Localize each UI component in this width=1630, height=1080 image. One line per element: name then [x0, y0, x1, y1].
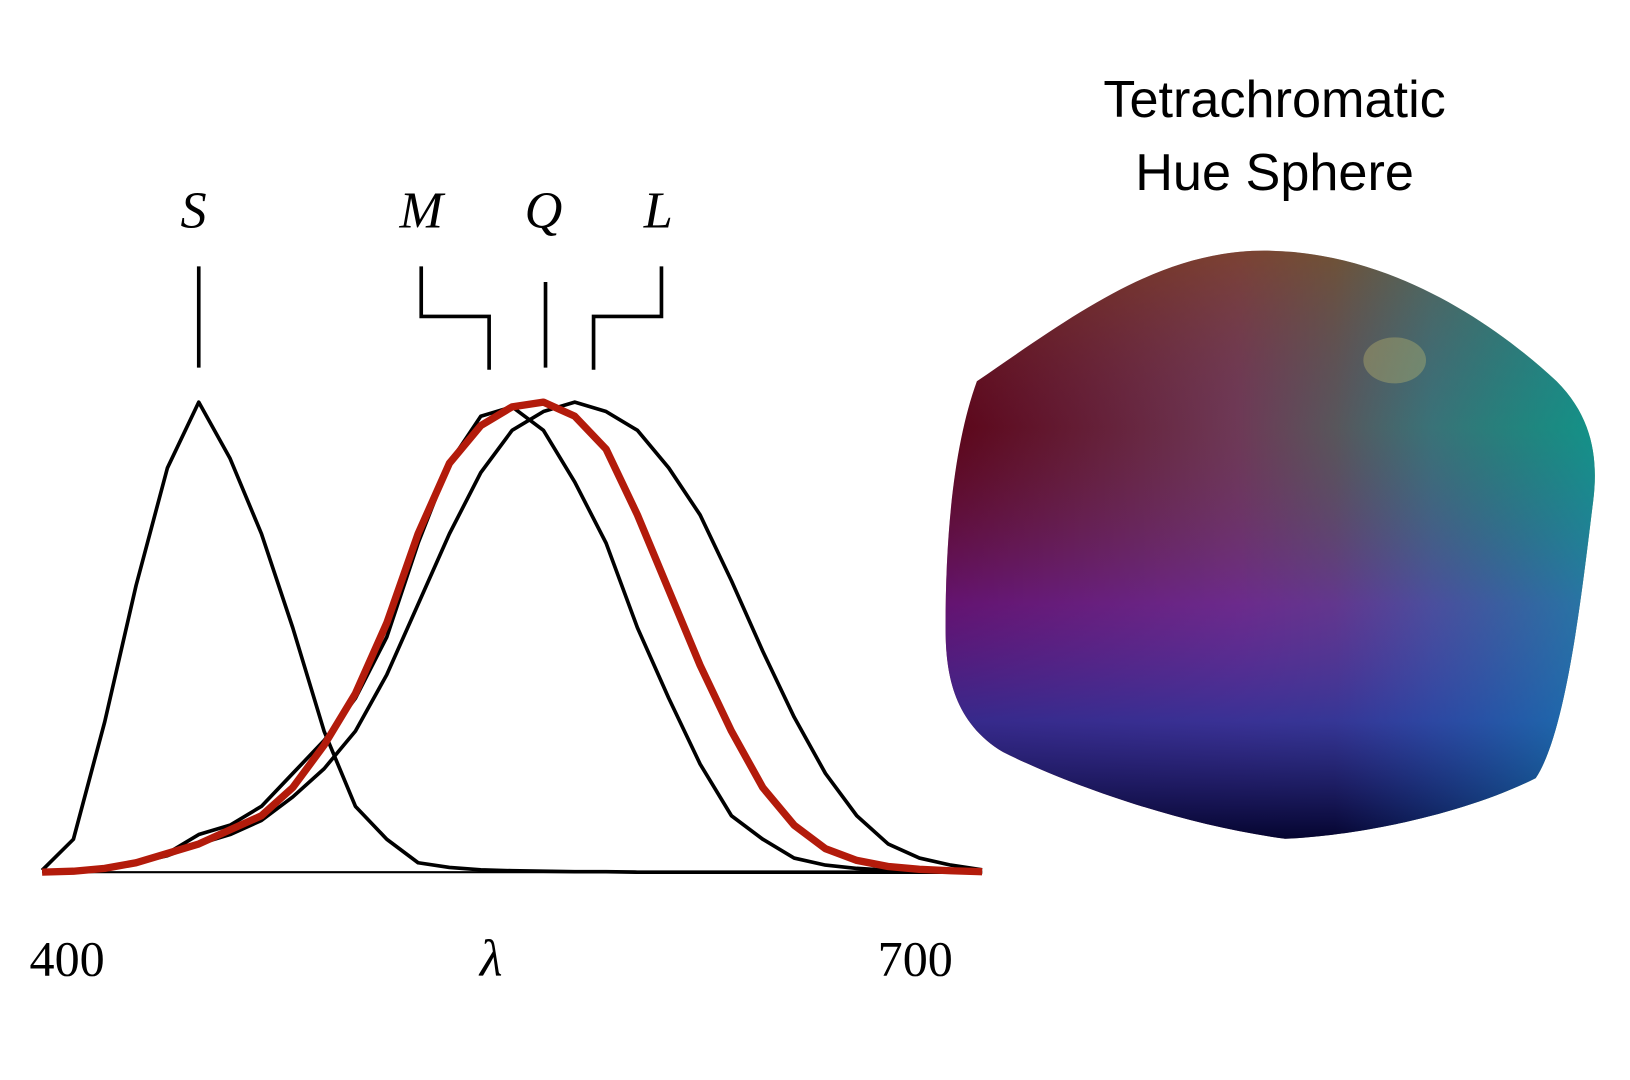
peak-brackets	[196, 266, 664, 370]
series-label: M	[398, 182, 445, 240]
series-label: L	[643, 182, 673, 240]
hue-sphere	[945, 250, 1595, 839]
s-curve	[40, 400, 983, 874]
series-label: S	[180, 182, 206, 240]
series-label: Q	[525, 182, 563, 240]
l-curve	[41, 400, 983, 874]
sphere-title: Hue Sphere	[1135, 144, 1414, 202]
sphere-title: Tetrachromatic	[1103, 71, 1445, 129]
q-curve	[41, 398, 983, 876]
x-axis-label: λ	[478, 930, 503, 988]
m-curve	[41, 405, 983, 874]
x-tick-label: 400	[30, 931, 105, 987]
x-tick-label: 700	[878, 931, 953, 987]
